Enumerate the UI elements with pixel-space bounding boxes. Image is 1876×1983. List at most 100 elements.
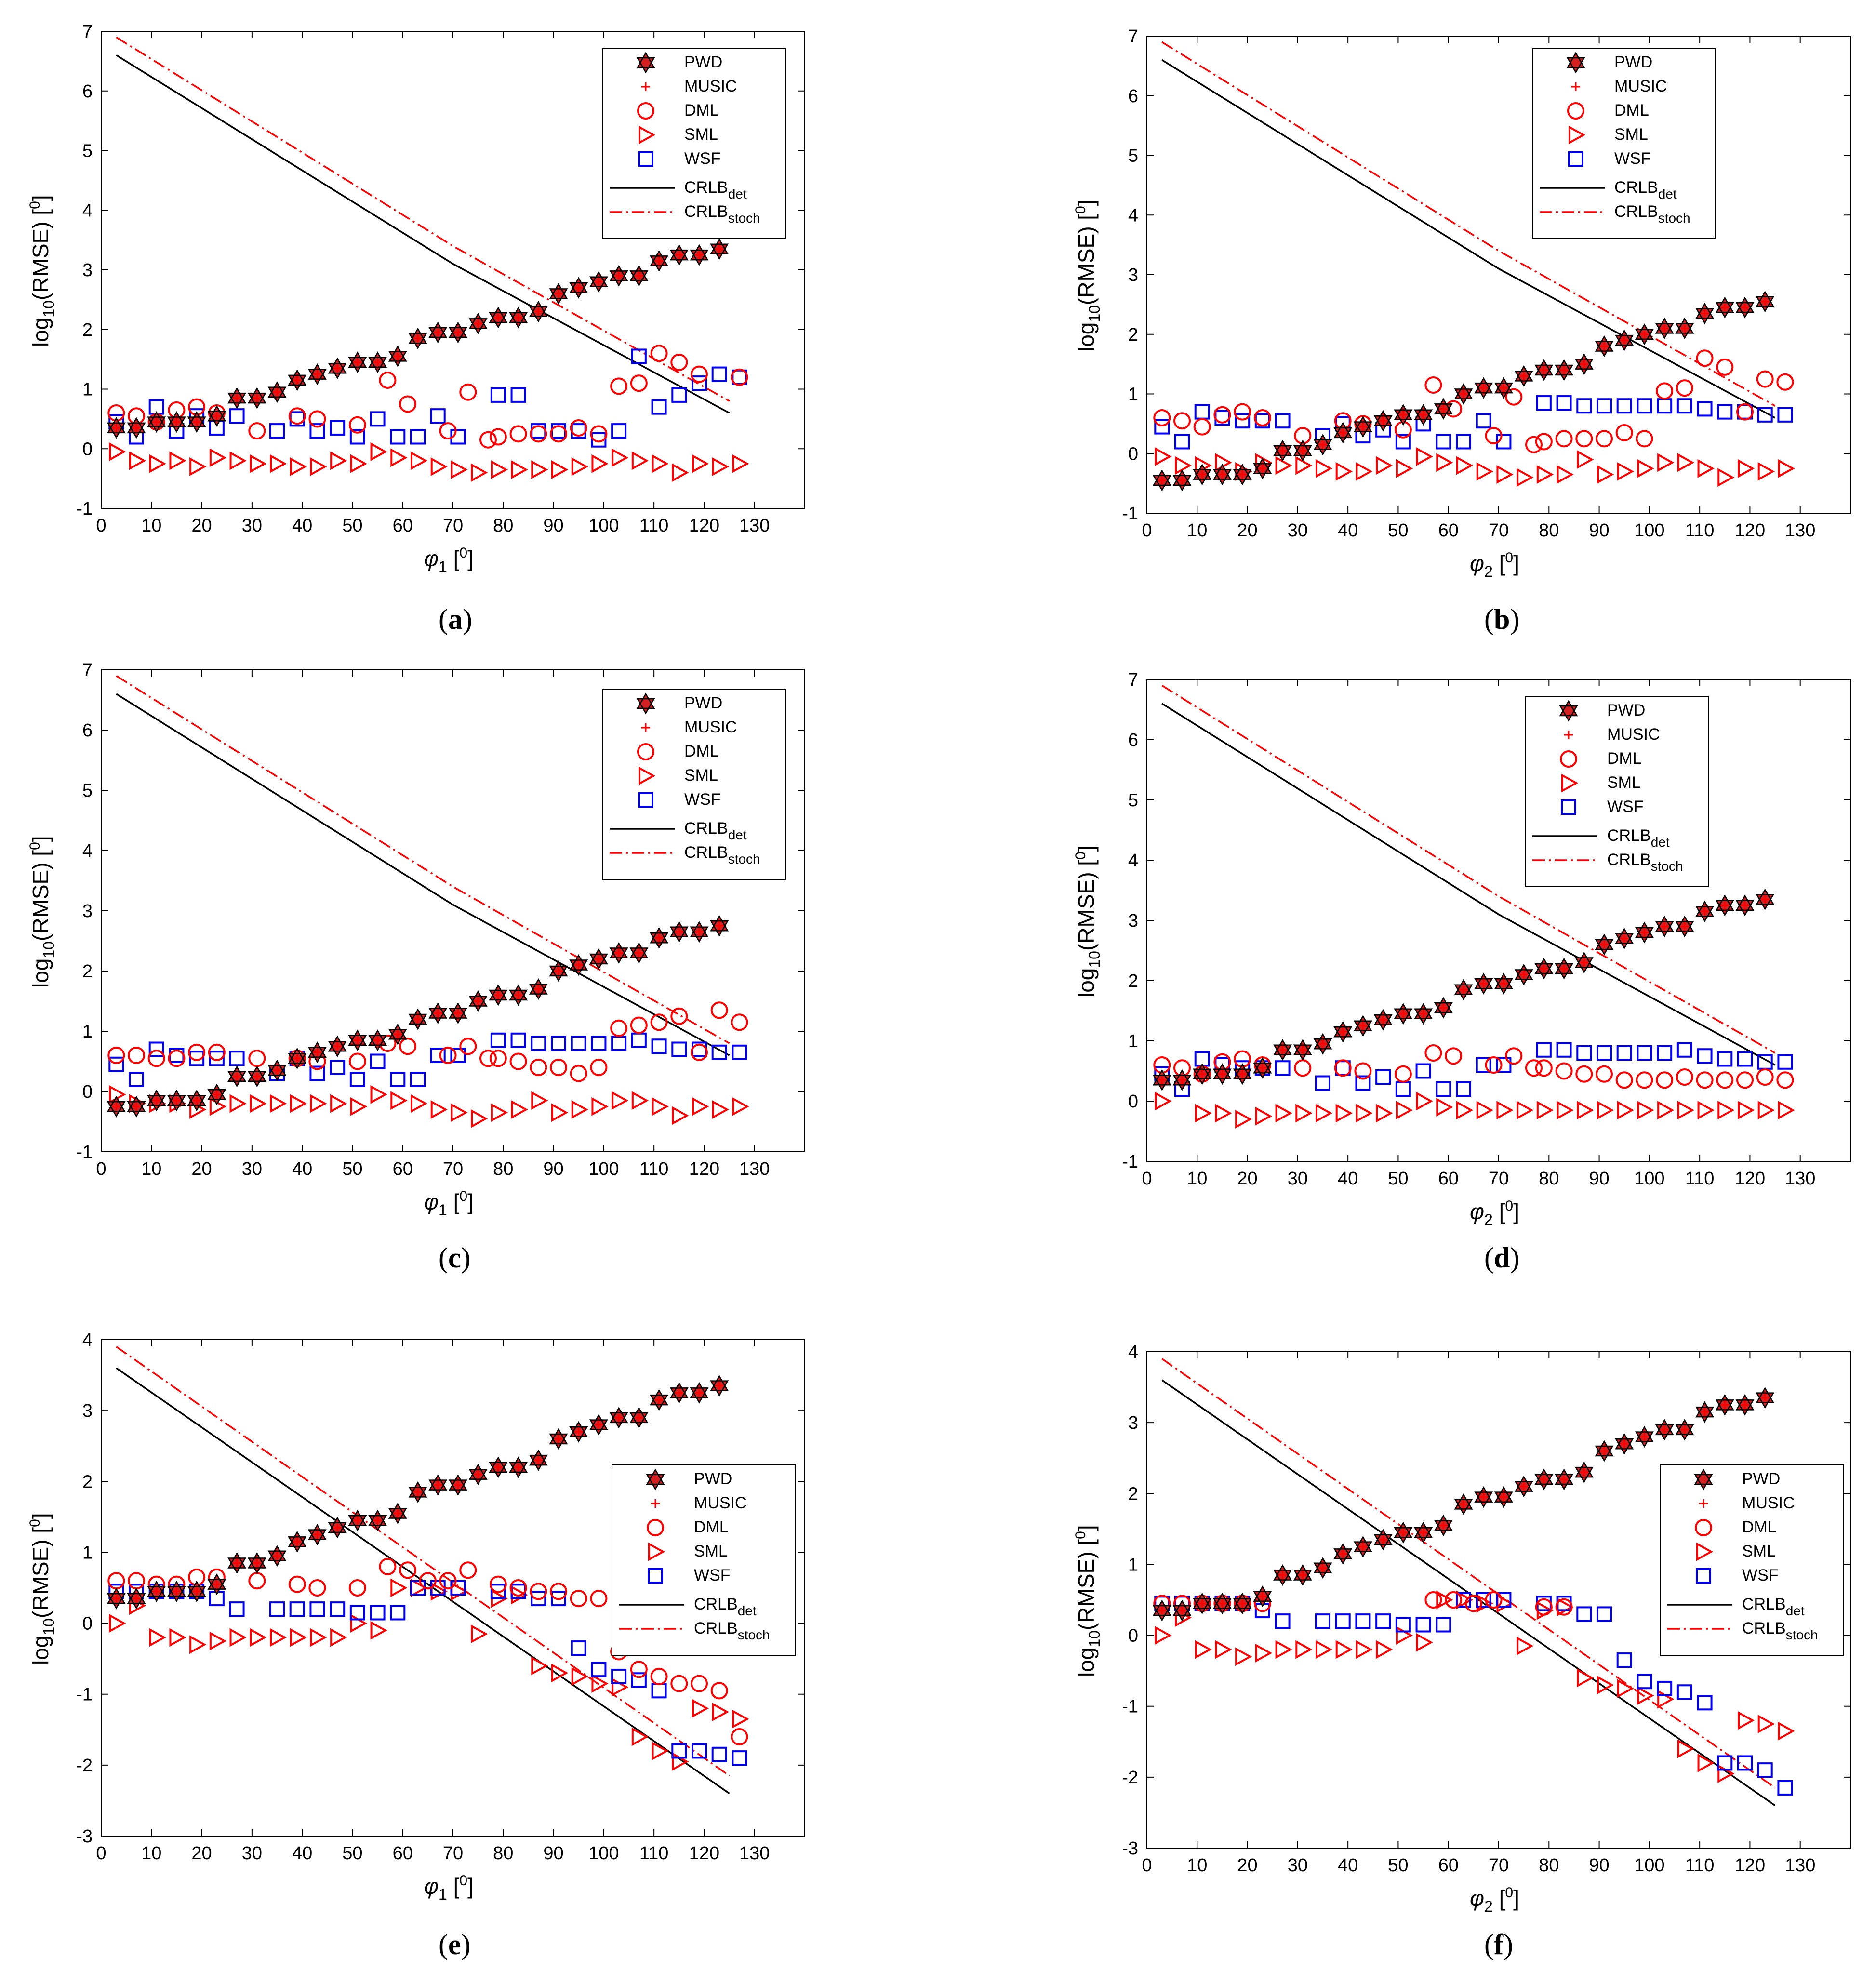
point-sml [330, 1094, 347, 1113]
point-wsf [571, 1036, 586, 1051]
point-sml [250, 454, 267, 473]
point-music [1600, 1447, 1609, 1455]
point-dml [570, 1065, 587, 1082]
x-tick-label: 30 [242, 1159, 262, 1179]
point-music [1158, 1606, 1167, 1615]
x-axis-label: φ2 [0] [1470, 550, 1519, 580]
y-tick-label: 1 [1128, 1031, 1138, 1051]
point-sml [1617, 1679, 1634, 1698]
y-tick-label: 0 [1128, 444, 1138, 464]
legend-marker-music [1564, 731, 1573, 739]
point-music [1760, 895, 1770, 904]
y-tick-label: 4 [1128, 851, 1138, 871]
point-dml [670, 353, 688, 371]
legend-label-dml: DML [1607, 749, 1642, 768]
point-sml [531, 460, 548, 479]
point-music [132, 1594, 141, 1603]
point-music [393, 352, 402, 361]
point-music [1197, 1599, 1207, 1608]
point-music [675, 251, 684, 260]
point-sml [370, 442, 387, 461]
point-sml [1356, 1640, 1373, 1659]
point-dml [1776, 1071, 1794, 1089]
point-dml [691, 365, 708, 383]
point-sml [1396, 1101, 1413, 1120]
legend-label-crlb-stoch: CRLBstoch [1614, 202, 1690, 226]
legend-marker-wsf [1561, 799, 1576, 815]
point-music [1197, 1069, 1207, 1078]
point-dml [419, 1572, 437, 1590]
point-sml [1456, 1101, 1474, 1120]
point-sml [1657, 1690, 1675, 1709]
point-wsf [330, 1060, 346, 1075]
point-sml [330, 1628, 347, 1647]
point-music [1419, 1528, 1428, 1537]
point-sml [1416, 1091, 1433, 1111]
y-tick-label: 6 [1128, 730, 1138, 750]
series-sml [109, 442, 749, 482]
point-music [695, 1388, 704, 1397]
point-sml [350, 1614, 367, 1633]
point-dml [288, 1575, 306, 1593]
point-music [112, 423, 121, 432]
point-wsf [510, 387, 526, 403]
point-music [594, 277, 603, 286]
point-music [1720, 901, 1730, 910]
point-sml [1275, 1640, 1292, 1659]
point-music [1238, 1599, 1247, 1608]
point-music [1539, 1475, 1548, 1484]
point-sml [270, 454, 287, 473]
y-tick-label: 6 [82, 81, 93, 102]
point-wsf [370, 1605, 386, 1621]
series-line-crlb-stoch [1161, 41, 1776, 407]
x-tick-label: 0 [96, 1843, 106, 1863]
x-tick-label: 130 [1785, 1169, 1815, 1189]
point-music [433, 1009, 442, 1018]
point-music [514, 991, 523, 999]
point-music [353, 1516, 362, 1525]
y-tick-label: 2 [1128, 971, 1138, 991]
point-wsf [1597, 398, 1612, 414]
point-music [1700, 1408, 1709, 1417]
point-wsf [1456, 1592, 1471, 1608]
point-dml [399, 1561, 417, 1579]
point-sml [1617, 1101, 1634, 1120]
y-tick-label: 0 [82, 1614, 93, 1634]
point-wsf [1436, 1617, 1451, 1633]
point-music [1178, 1076, 1186, 1085]
point-wsf [1536, 1042, 1552, 1058]
point-music [654, 1396, 664, 1405]
legend-box [602, 689, 786, 880]
x-tick-label: 110 [639, 516, 669, 536]
point-music [413, 334, 422, 343]
point-music [594, 1420, 603, 1429]
y-tick-label: 3 [1128, 265, 1138, 285]
point-dml [590, 425, 608, 443]
legend-label-crlb-det: CRLBdet [684, 819, 747, 842]
point-sml [631, 1091, 649, 1110]
x-axis-label: φ1 [0] [424, 1188, 474, 1219]
point-wsf [611, 1036, 627, 1051]
x-tick-label: 10 [1187, 1169, 1207, 1189]
point-music [192, 1587, 201, 1596]
point-dml [1756, 1068, 1774, 1086]
x-tick-label: 90 [1589, 520, 1609, 541]
point-dml [1676, 379, 1693, 397]
point-sml [1697, 459, 1715, 478]
point-sml [471, 463, 488, 482]
x-tick-label: 130 [739, 1159, 770, 1179]
legend-label-music: MUSIC [1614, 77, 1667, 95]
x-tick-label: 0 [1142, 1855, 1152, 1876]
point-music [1559, 1475, 1569, 1484]
point-sml [1697, 1754, 1715, 1772]
point-dml [1354, 1062, 1372, 1080]
point-music [313, 1530, 322, 1539]
point-wsf [1536, 395, 1552, 411]
point-sml [430, 457, 448, 476]
legend-marker-sml [1561, 773, 1579, 793]
point-dml [1334, 1059, 1352, 1077]
point-music [393, 1030, 402, 1039]
point-music [132, 1102, 141, 1111]
point-wsf [692, 1743, 707, 1759]
x-tick-label: 0 [96, 1159, 106, 1179]
